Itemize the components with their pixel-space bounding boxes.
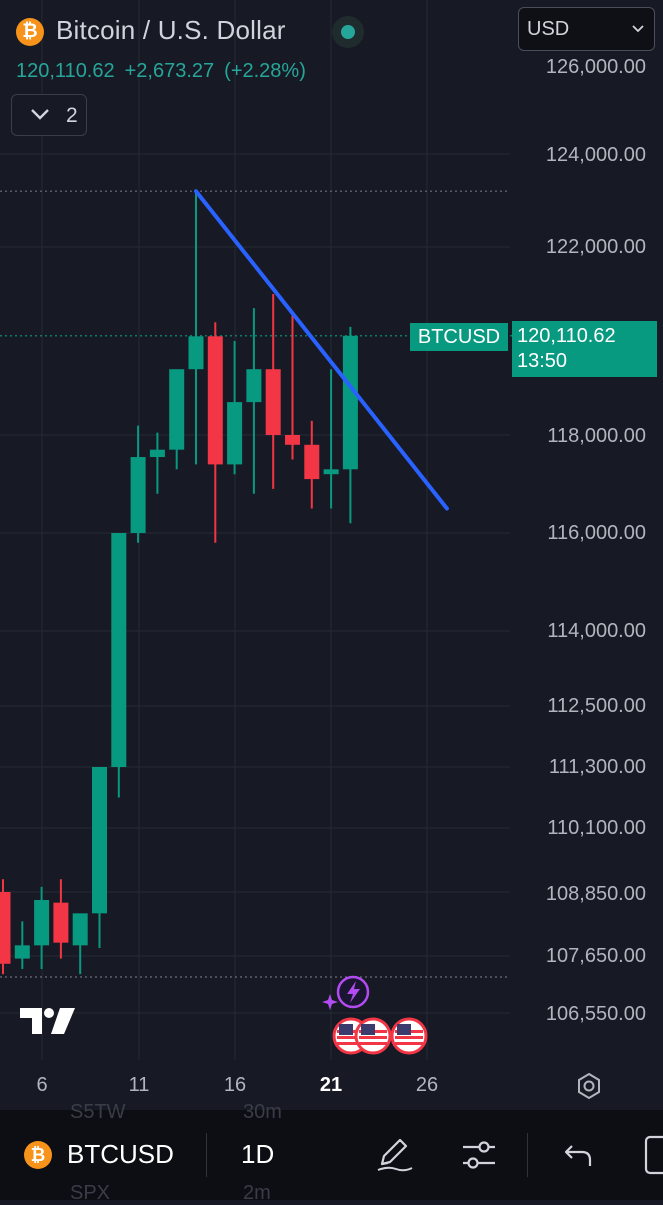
time-axis-label-current: 21 [319,1074,343,1096]
last-price-label: 120,110.62 [517,325,616,347]
price-change: +2,673.27 [124,60,215,82]
candlestick-chart[interactable] [0,0,663,1110]
price-scale-label: 122,000.00 [545,236,646,258]
price-summary: 120,110.62 +2,673.27 (+2.28%) [16,60,316,83]
price-scale-label: 114,000.00 [547,620,646,642]
price-scale-label: 111,300.00 [548,756,646,778]
lightning-event-icon[interactable] [322,974,372,1010]
us-flag-icon[interactable] [389,1016,429,1056]
symbol-search-button[interactable]: BTCUSD [67,1139,174,1169]
toolbar-divider [206,1133,207,1177]
currency-select[interactable]: USD [518,7,655,51]
us-flag-icon[interactable] [353,1016,393,1056]
price-scale-label: 126,000.00 [545,56,646,78]
price-scale-label: 124,000.00 [545,144,646,166]
candle-up [14,945,30,959]
time-axis-label: 6 [36,1074,48,1096]
background-watchlist-symbol: S5TW [70,1101,126,1123]
price-scale-label: 108,850.00 [545,883,646,905]
candle-down [285,435,300,445]
candle-up [34,900,50,946]
chevron-down-icon [30,105,50,126]
candle-up [169,369,185,450]
tradingview-logo[interactable] [20,1006,76,1036]
last-price: 120,110.62 [16,60,115,82]
interval-button[interactable]: 1D [241,1139,275,1169]
symbol-price-tag: BTCUSD [410,323,508,351]
time-axis-label: 16 [223,1074,247,1096]
bitcoin-icon: ₿ [16,18,44,46]
price-change-percent: (+2.28%) [224,60,306,82]
background-watchlist-value: 30m [243,1101,282,1123]
indicator-count: 2 [66,104,78,127]
price-scale-label: 106,550.00 [545,1003,646,1025]
bar-countdown: 13:50 [517,350,568,372]
layout-icon[interactable] [640,1133,663,1177]
candle-down [304,444,320,480]
indicators-settings-icon[interactable] [460,1137,498,1173]
candle-down [265,369,281,435]
candle-up [188,336,204,370]
chart-area[interactable] [0,0,663,1110]
candle-up [130,457,146,533]
toolbar-divider [527,1133,528,1177]
candle-up [111,533,127,767]
market-status-icon[interactable] [332,16,364,48]
candle-up [246,369,262,403]
symbol-title[interactable]: Bitcoin / U.S. Dollar [56,15,286,45]
trend-line [194,189,449,511]
drawing-tools-icon[interactable] [374,1134,414,1174]
chart-settings-icon[interactable] [574,1071,604,1101]
currency-value: USD [527,18,570,40]
indicators-toggle-button[interactable]: 2 [11,94,87,136]
chevron-down-icon [632,20,644,36]
price-scale-label: 110,100.00 [547,817,646,839]
candle-up [227,402,243,465]
price-scale-label: 112,500.00 [547,695,646,717]
background-watchlist-value: 2m [243,1182,271,1204]
bitcoin-icon: ₿ [24,1141,52,1169]
candle-down [53,902,69,943]
time-axis-label: 11 [128,1074,150,1096]
candle-up [323,469,339,475]
price-scale-label: 116,000.00 [547,522,646,544]
candle-down [207,336,223,465]
price-scale-label: 107,650.00 [545,945,646,967]
candle-down [0,892,11,964]
background-watchlist-symbol: SPX [70,1182,111,1204]
candle-up [342,335,358,470]
bottom-toolbar [0,1110,663,1200]
candle-up [149,449,165,458]
last-price-marker: 120,110.62 13:50 [512,321,657,377]
candle-up [72,913,88,946]
candle-up [92,767,107,914]
chart-header: ₿ Bitcoin / U.S. Dollar 120,110.62 +2,673… [0,0,663,140]
undo-icon[interactable] [562,1138,596,1172]
price-scale-label: 118,000.00 [547,425,646,447]
time-axis-label: 26 [415,1074,439,1096]
